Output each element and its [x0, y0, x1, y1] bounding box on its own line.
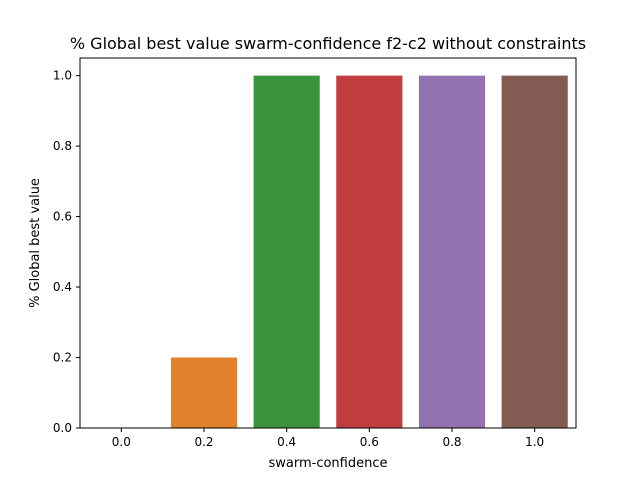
x-tick-label-0.8: 0.8	[442, 435, 461, 449]
x-tick-label-0.4: 0.4	[277, 435, 296, 449]
y-axis-label: % Global best value	[28, 178, 43, 308]
x-tick-label-0.6: 0.6	[360, 435, 379, 449]
y-tick-label-1.0: 1.0	[53, 69, 72, 83]
chart-title: % Global best value swarm-confidence f2-…	[70, 34, 586, 53]
plot-area: 0.0 0.2 0.4 0.6 0.8 1.0 0.0 0.2 0.4 0.6 0.8 1.0	[53, 57, 577, 449]
y-tick-label-0.0: 0.0	[53, 421, 72, 435]
y-tick-label-0.4: 0.4	[53, 280, 72, 294]
y-tick-label-0.6: 0.6	[53, 210, 72, 224]
x-axis-label: swarm-confidence	[268, 456, 387, 471]
bars-group	[170, 75, 568, 428]
x-tick-label-0.2: 0.2	[194, 435, 213, 449]
y-tick-label-0.2: 0.2	[53, 351, 72, 365]
x-axis-ticks: 0.0 0.2 0.4 0.6 0.8 1.0	[112, 428, 544, 449]
y-tick-label-0.8: 0.8	[53, 139, 72, 153]
bar-0.2	[170, 357, 238, 428]
axes-frame	[79, 57, 577, 429]
y-axis-ticks: 0.0 0.2 0.4 0.6 0.8 1.0	[53, 69, 80, 435]
bar-0.8	[418, 75, 486, 428]
x-tick-label-1.0: 1.0	[525, 435, 544, 449]
bar-1.0	[501, 75, 568, 428]
bar-0.6	[336, 75, 403, 428]
x-tick-label-0.0: 0.0	[112, 435, 131, 449]
bar-0.4	[253, 75, 320, 428]
